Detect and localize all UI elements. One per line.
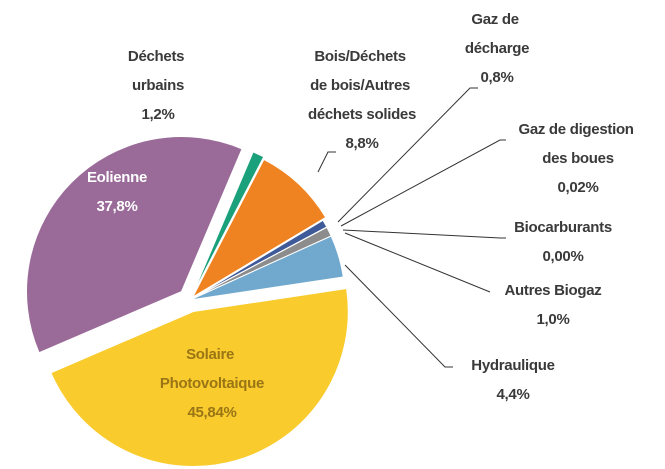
pie-slice [26,136,243,354]
leader-line [340,139,506,227]
value-label: 45,84% [187,404,236,421]
pie-slice [189,235,344,301]
slice-label: Déchets urbains [128,48,188,94]
slice-label: Biocarburants [514,219,612,236]
pie-slice [50,287,349,468]
value-label: 1,0% [537,311,570,328]
slice-label: Bois/Déchets de bois/Autres déchets soli… [308,48,416,123]
value-label: 0,02% [557,179,598,196]
pie-slice [192,151,265,295]
value-label: 0,8% [481,69,514,86]
leader-line [344,232,491,293]
value-label: 37,8% [96,198,137,215]
pie-slice [191,158,327,299]
slice-label: Gaz de digestion des boues [518,121,637,167]
value-label: 8,8% [346,135,379,152]
leader-line [337,87,478,223]
value-label: 1,2% [142,106,175,123]
leader-line [317,151,336,173]
slice-label: Gaz de décharge [465,11,529,57]
value-label: 0,00% [542,248,583,265]
slice-label: Autres Biogaz [505,282,602,299]
leader-line [342,229,506,239]
leader-line [344,264,453,368]
slice-label: Hydraulique [471,357,554,374]
slice-label: Eolienne [87,169,147,186]
value-label: 4,4% [497,386,530,403]
slice-label: Solaire Photovoltaique [160,346,264,392]
